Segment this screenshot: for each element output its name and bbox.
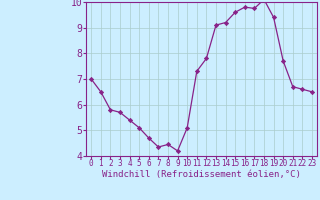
X-axis label: Windchill (Refroidissement éolien,°C): Windchill (Refroidissement éolien,°C) <box>102 170 301 179</box>
